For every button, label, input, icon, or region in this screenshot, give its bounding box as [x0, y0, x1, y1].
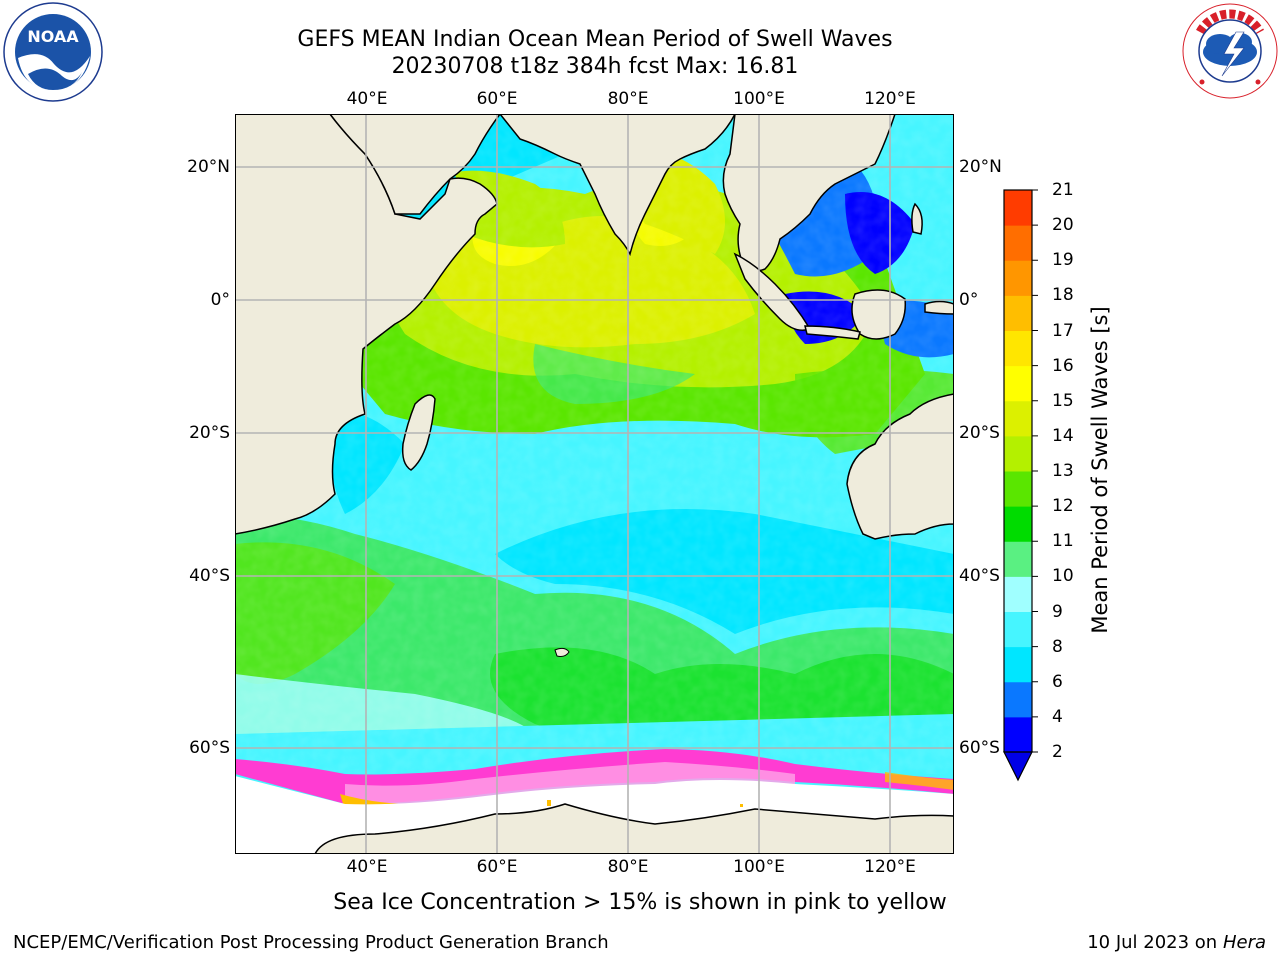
- lon-label-top: 60°E: [476, 89, 518, 109]
- lat-label-left: 20°S: [189, 423, 230, 443]
- colorbar-bin: [1004, 190, 1032, 226]
- lat-label-right: 20°N: [959, 157, 1002, 177]
- colorbar-bin: [1004, 330, 1032, 367]
- colorbar-tick-label: 10: [1052, 566, 1074, 587]
- footer-date: 10 Jul 2023 on Hera: [1087, 932, 1266, 953]
- colorbar-bin: [1004, 225, 1032, 261]
- colorbar-tick-label: 18: [1052, 285, 1074, 306]
- colorbar-tick-label: 14: [1052, 425, 1074, 446]
- lon-label-bottom: 60°E: [476, 857, 518, 877]
- lon-label-bottom: 80°E: [607, 857, 649, 877]
- lat-label-right: 0°: [959, 290, 979, 310]
- colorbar-bin: [1004, 471, 1032, 507]
- lon-label-top: 80°E: [607, 89, 649, 109]
- lon-label-top: 40°E: [346, 89, 388, 109]
- colorbar-bin: [1004, 646, 1032, 683]
- colorbar-bin: [1004, 295, 1032, 331]
- noaa-logo-text: NOAA: [27, 27, 79, 46]
- colorbar-bin: [1004, 506, 1032, 542]
- colorbar-tick-label: 21: [1052, 180, 1074, 200]
- colorbar-tick-label: 9: [1052, 601, 1063, 622]
- land-masses: [235, 114, 954, 854]
- lat-label-left: 20°N: [187, 157, 230, 177]
- colorbar-tick-label: 6: [1052, 671, 1063, 692]
- noaa-logo: NOAA: [3, 2, 103, 102]
- colorbar-bin: [1004, 611, 1032, 648]
- graticule: [235, 114, 954, 854]
- colorbar-bin: [1004, 365, 1032, 402]
- lon-label-bottom: 120°E: [864, 857, 916, 877]
- colorbar-tick-label: 20: [1052, 215, 1074, 236]
- lon-label-bottom: 40°E: [346, 857, 388, 877]
- colorbar-bin: [1004, 576, 1032, 612]
- colorbar-bin: [1004, 716, 1032, 753]
- colorbar-extend-triangle: [1003, 751, 1033, 782]
- colorbar-bin: [1004, 681, 1032, 718]
- colorbar-tick-label: 13: [1052, 461, 1074, 481]
- colorbar-tick-label: 17: [1052, 320, 1074, 341]
- footer-credit: NCEP/EMC/Verification Post Processing Pr…: [13, 932, 609, 953]
- chart-title: GEFS MEAN Indian Ocean Mean Period of Sw…: [297, 27, 893, 52]
- chart-subtitle: 20230708 t18z 384h fcst Max: 16.81: [391, 54, 799, 79]
- colorbar-tick-label: 19: [1052, 250, 1074, 271]
- colorbar-tick-label: 4: [1052, 706, 1063, 727]
- nws-logo: [1182, 3, 1278, 99]
- lat-label-right: 40°S: [959, 566, 1000, 586]
- lat-label-left: 60°S: [189, 738, 230, 758]
- lat-label-left: 0°: [210, 290, 230, 310]
- colorbar-tick-label: 11: [1052, 531, 1074, 552]
- lon-label-top: 100°E: [733, 89, 785, 109]
- colorbar-tick-label: 12: [1052, 496, 1074, 517]
- footer-host: Hera: [1222, 932, 1266, 953]
- colorbar-bin: [1004, 260, 1032, 296]
- lon-label-bottom: 100°E: [733, 857, 785, 877]
- colorbar-bin: [1004, 435, 1032, 472]
- colorbar-tick-label: 8: [1052, 636, 1063, 657]
- colorbar-tick-label: 15: [1052, 390, 1074, 411]
- lat-label-right: 60°S: [959, 738, 1000, 758]
- lon-label-top: 120°E: [864, 89, 916, 109]
- lat-label-right: 20°S: [959, 423, 1000, 443]
- lat-label-left: 40°S: [189, 566, 230, 586]
- sea-ice-note: Sea Ice Concentration > 15% is shown in …: [333, 890, 947, 915]
- colorbar-tick-label: 2: [1052, 742, 1063, 762]
- colorbar: [1003, 189, 1038, 782]
- colorbar-tick-label: 16: [1052, 355, 1074, 376]
- footer-date-text: 10 Jul 2023 on: [1087, 932, 1223, 953]
- swell-period-map: [235, 114, 954, 854]
- colorbar-bin: [1004, 400, 1032, 437]
- colorbar-label: Mean Period of Swell Waves [s]: [1088, 306, 1112, 634]
- colorbar-bin: [1004, 541, 1032, 577]
